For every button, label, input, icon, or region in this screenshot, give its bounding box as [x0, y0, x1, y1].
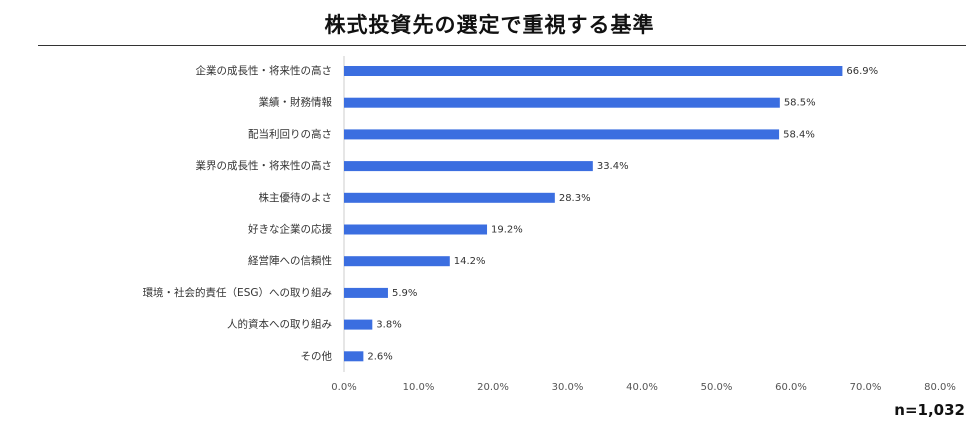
category-label: その他 [301, 349, 333, 362]
x-tick-label: 70.0% [850, 382, 882, 393]
bar [344, 192, 555, 203]
bar [344, 351, 364, 362]
value-label: 33.4% [597, 161, 629, 172]
x-tick-label: 80.0% [924, 382, 956, 393]
category-label: 配当利回りの高さ [248, 127, 332, 140]
sample-size-label: n=1,032 [894, 401, 965, 419]
x-tick-label: 60.0% [775, 382, 807, 393]
value-label: 2.6% [367, 351, 392, 362]
bar [344, 66, 843, 76]
category-label: 株主優待のよさ [259, 191, 333, 204]
value-label: 28.3% [559, 193, 591, 204]
category-label: 業績・財務情報 [259, 96, 333, 109]
category-label: 企業の成長性・将来性の高さ [196, 64, 333, 77]
bar [344, 129, 780, 140]
value-label: 3.8% [376, 320, 401, 331]
x-axis-ticks: 0.0% 10.0% 20.0% 30.0% 40.0% 50.0% 60.0% 70.0% 8… [331, 382, 956, 393]
value-label: 58.4% [783, 129, 815, 140]
category-label: 人的資本への取り組み [227, 318, 332, 331]
value-label: 58.5% [784, 98, 816, 109]
category-label: 好きな企業の応援 [248, 223, 332, 236]
value-label: 14.2% [454, 256, 486, 267]
category-label: 経営陣への信頼性 [248, 254, 332, 267]
category-label: 環境・社会的責任（ESG）への取り組み [143, 286, 332, 299]
bars-group: 企業の成長性・将来性の高さ 66.9% 業績・財務情報 58.5% 配当利回りの高さ 58… [143, 64, 879, 362]
x-tick-label: 10.0% [403, 382, 435, 393]
title-underline [38, 45, 966, 46]
x-tick-label: 30.0% [552, 382, 584, 393]
bar [344, 319, 373, 330]
category-label: 業界の成長性・将来性の高さ [196, 159, 333, 172]
bar [344, 97, 780, 108]
x-tick-label: 0.0% [331, 382, 356, 393]
bar [344, 161, 593, 172]
bar [344, 224, 488, 235]
bar [344, 287, 388, 298]
x-tick-label: 50.0% [701, 382, 733, 393]
value-label: 66.9% [846, 66, 878, 77]
x-tick-label: 20.0% [477, 382, 509, 393]
value-label: 19.2% [491, 225, 523, 236]
chart-title: 株式投資先の選定で重視する基準 [324, 13, 655, 37]
value-label: 5.9% [392, 288, 417, 299]
bar [344, 256, 450, 267]
x-tick-label: 40.0% [626, 382, 658, 393]
